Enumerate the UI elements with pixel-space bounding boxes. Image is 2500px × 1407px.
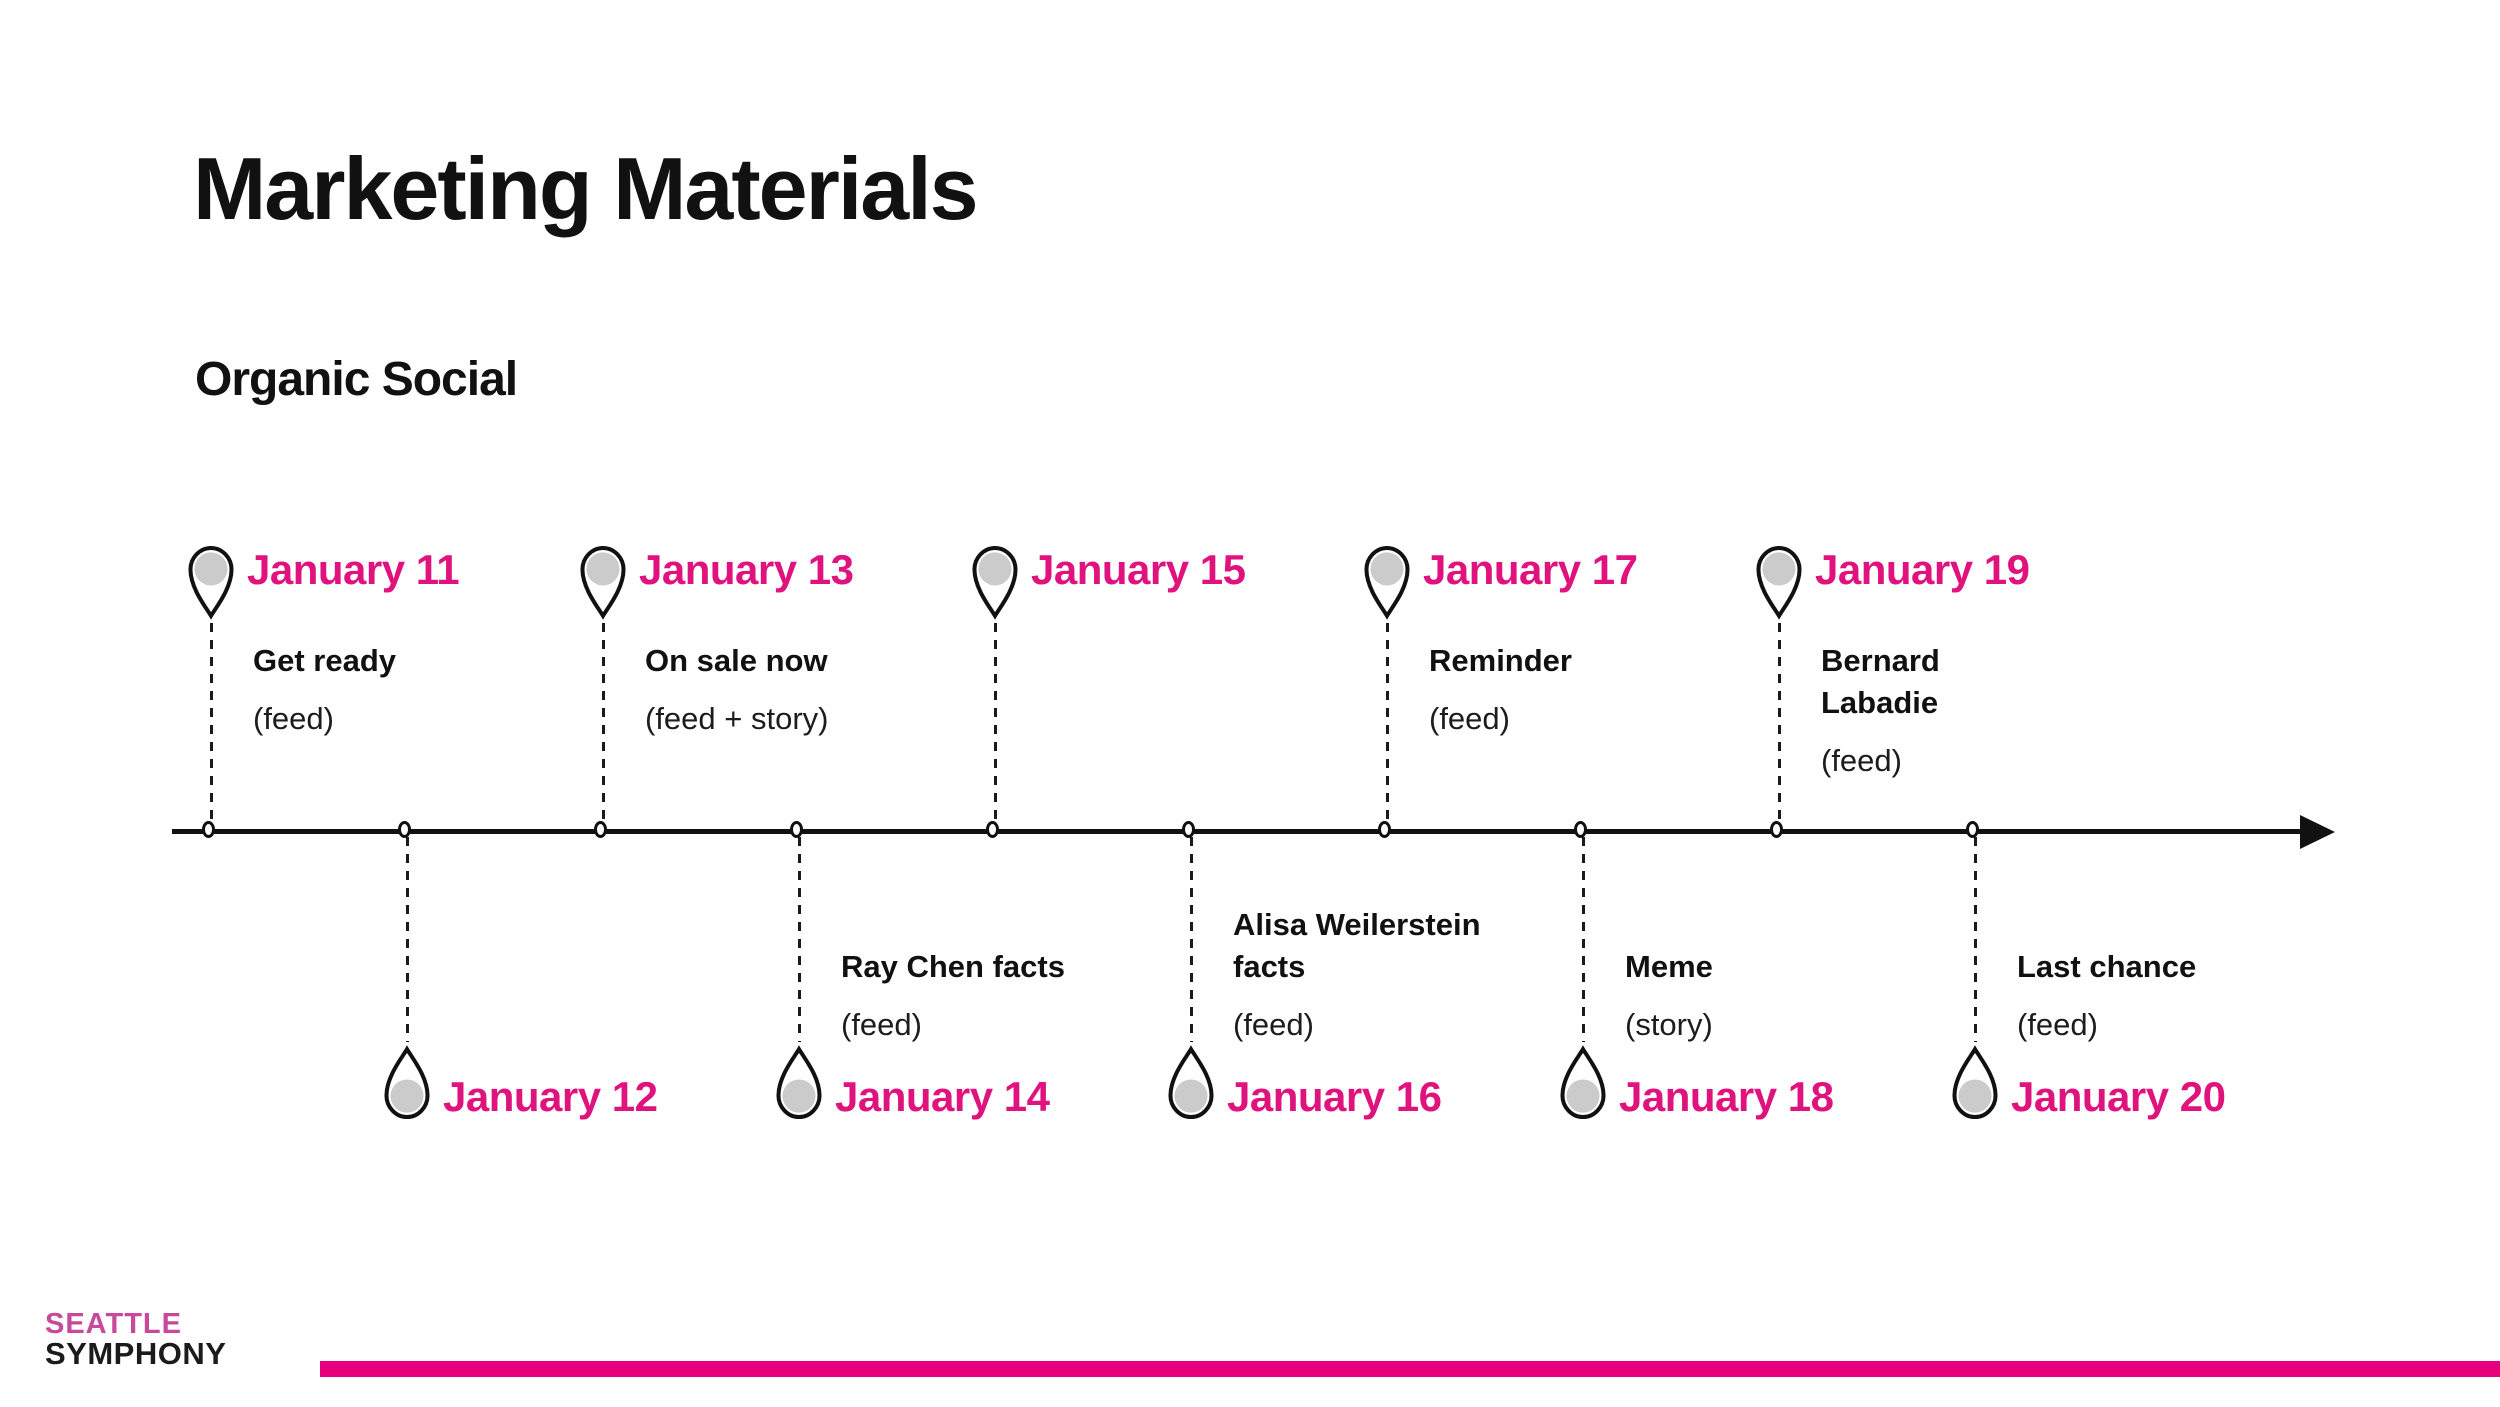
event-title: Get ready [253,643,397,678]
event-description: Get ready (feed) [253,640,396,740]
event-date: January 14 [835,1073,1050,1120]
event-description: Meme (story) [1625,946,1713,1046]
event-date: January 12 [443,1073,658,1120]
event-title: Meme [1625,949,1713,984]
event-date: January 11 [247,546,460,593]
event-title: On sale now [645,643,828,678]
event-date: January 15 [1031,546,1246,593]
seattle-symphony-logo: SEATTLE SYMPHONY [45,1309,226,1369]
event-description: Alisa Weilerstein facts (feed) [1233,904,1481,1046]
dashed-connector [1973,837,1977,1042]
footer-accent-bar [320,1361,2500,1377]
dashed-connector [601,623,605,828]
timeline-node [789,820,803,838]
dashed-connector [209,623,213,828]
dashed-connector [1189,837,1193,1042]
map-pin-icon [1952,1045,1998,1120]
event-description: Reminder (feed) [1429,640,1572,740]
timeline-node [1181,820,1195,838]
map-pin-icon [776,1045,822,1120]
event-description: Bernard Labadie (feed) [1821,640,1940,782]
slide-subtitle: Organic Social [195,353,518,406]
event-title: Reminder [1429,643,1572,678]
map-pin-icon [1756,545,1802,620]
dashed-connector [1581,837,1585,1042]
event-date: January 13 [639,546,854,593]
event-title: Ray Chen facts [841,949,1065,984]
event-description: Last chance (feed) [2017,946,2196,1046]
dashed-connector [797,837,801,1042]
map-pin-icon [580,545,626,620]
logo-symphony-text: SYMPHONY [45,1336,227,1371]
event-description: On sale now (feed + story) [645,640,829,740]
event-format: (feed) [1821,743,1902,778]
timeline-node [593,820,607,838]
event-date: January 17 [1423,546,1638,593]
timeline-node [985,820,999,838]
map-pin-icon [384,1045,430,1120]
timeline-node [1377,820,1391,838]
event-date: January 16 [1227,1073,1442,1120]
event-format: (feed) [2017,1007,2098,1042]
event-date: January 18 [1619,1073,1834,1120]
event-title: Last chance [2017,949,2197,984]
timeline-arrow-icon [2300,815,2335,849]
page-title: Marketing Materials [193,139,979,238]
event-title: Alisa Weilerstein facts [1233,907,1481,984]
timeline-axis [172,829,2308,834]
timeline-node [1573,820,1587,838]
dashed-connector [405,837,409,1042]
timeline-node [397,820,411,838]
timeline-node [201,820,215,838]
map-pin-icon [1168,1045,1214,1120]
event-format: (feed) [253,701,334,736]
event-format: (story) [1625,1007,1713,1042]
timeline-node [1769,820,1783,838]
dashed-connector [1777,623,1781,828]
event-title: Bernard Labadie [1821,643,1940,720]
map-pin-icon [188,545,234,620]
event-date: January 20 [2011,1073,2226,1120]
dashed-connector [993,623,997,828]
event-format: (feed) [1429,701,1510,736]
event-date: January 19 [1815,546,2030,593]
dashed-connector [1385,623,1389,828]
event-format: (feed + story) [645,701,829,736]
event-format: (feed) [1233,1007,1314,1042]
timeline-node [1965,820,1979,838]
map-pin-icon [1364,545,1410,620]
event-format: (feed) [841,1007,922,1042]
map-pin-icon [972,545,1018,620]
map-pin-icon [1560,1045,1606,1120]
event-description: Ray Chen facts (feed) [841,946,1065,1046]
logo-seattle-text: SEATTLE [45,1308,182,1340]
